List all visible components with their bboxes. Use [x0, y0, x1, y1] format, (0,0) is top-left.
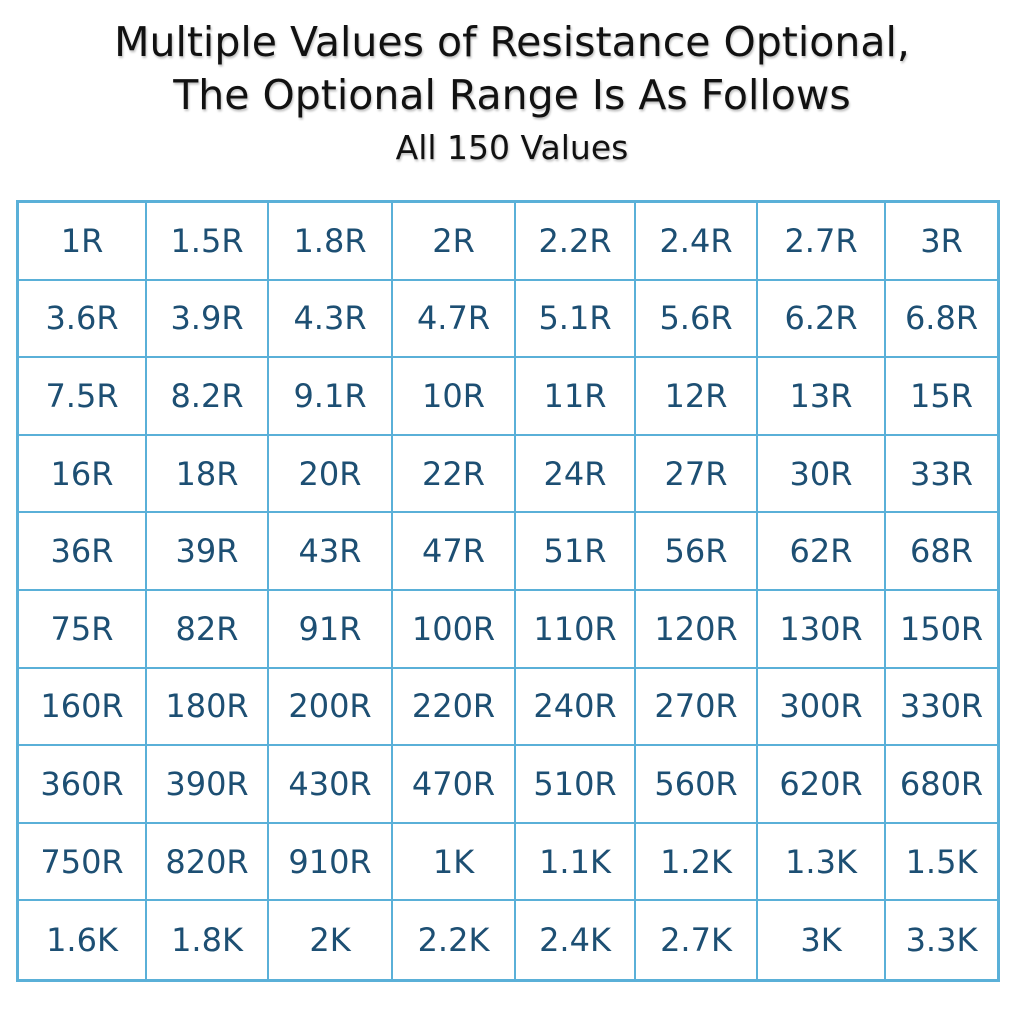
table-cell: 240R [516, 668, 636, 747]
table-cell: 470R [393, 746, 516, 824]
table-cell: 1.3K [758, 823, 886, 902]
table-cell: 8.2R [147, 358, 269, 436]
table-cell: 560R [636, 746, 758, 824]
table-cell: 47R [393, 513, 516, 591]
table-cell: 20R [269, 435, 393, 514]
table-cell: 200R [269, 668, 393, 747]
table-cell: 2R [393, 203, 516, 281]
table-cell: 2.4R [636, 203, 758, 281]
table-cell: 1.1K [516, 823, 636, 902]
table-cell: 2.7K [636, 901, 758, 979]
table-cell: 300R [758, 668, 886, 747]
table-cell: 2.2R [516, 203, 636, 281]
table-cell: 1.6K [19, 901, 147, 979]
table-cell: 510R [516, 746, 636, 824]
table-cell: 68R [886, 513, 997, 591]
table-cell: 18R [147, 435, 269, 514]
table-cell: 680R [886, 746, 997, 824]
table-cell: 10R [393, 358, 516, 436]
table-cell: 390R [147, 746, 269, 824]
table-cell: 1K [393, 823, 516, 902]
table-cell: 91R [269, 590, 393, 669]
table-cell: 39R [147, 513, 269, 591]
title-line-2: The Optional Range Is As Follows [173, 71, 851, 119]
table-cell: 330R [886, 669, 997, 747]
table-cell: 130R [758, 590, 886, 669]
table-cell: 33R [886, 436, 997, 514]
table-cell: 16R [19, 435, 147, 514]
table-cell: 430R [269, 746, 393, 824]
table-cell: 1R [19, 203, 147, 281]
table-cell: 120R [636, 590, 758, 669]
table-cell: 3K [758, 901, 886, 979]
table-cell: 2.4K [516, 901, 636, 979]
table-cell: 2K [269, 901, 393, 979]
table-cell: 62R [758, 513, 886, 591]
table-cell: 27R [636, 435, 758, 514]
table-cell: 220R [393, 668, 516, 747]
table-cell: 43R [269, 513, 393, 591]
table-cell: 820R [147, 823, 269, 902]
table-cell: 12R [636, 358, 758, 436]
table-cell: 750R [19, 823, 147, 902]
table-cell: 7.5R [19, 358, 147, 436]
table-cell: 1.5K [886, 824, 997, 902]
table-cell: 620R [758, 746, 886, 824]
table-cell: 6.2R [758, 280, 886, 359]
table-cell: 3.6R [19, 280, 147, 359]
table-cell: 82R [147, 590, 269, 669]
table-cell: 1.2K [636, 823, 758, 902]
table-cell: 1.8R [269, 203, 393, 281]
table-cell: 24R [516, 435, 636, 514]
table-cell: 75R [19, 590, 147, 669]
table-cell: 150R [886, 591, 997, 669]
table-cell: 160R [19, 668, 147, 747]
table-cell: 180R [147, 668, 269, 747]
table-cell: 2.7R [758, 203, 886, 281]
table-cell: 270R [636, 668, 758, 747]
table-cell: 2.2K [393, 901, 516, 979]
table-cell: 5.1R [516, 280, 636, 359]
table-cell: 3R [886, 203, 997, 281]
table-cell: 360R [19, 746, 147, 824]
table-cell: 51R [516, 513, 636, 591]
table-cell: 110R [516, 590, 636, 669]
table-cell: 100R [393, 590, 516, 669]
table-cell: 11R [516, 358, 636, 436]
table-cell: 15R [886, 358, 997, 436]
table-cell: 13R [758, 358, 886, 436]
table-cell: 36R [19, 513, 147, 591]
table-cell: 30R [758, 435, 886, 514]
table-cell: 1.5R [147, 203, 269, 281]
table-cell: 22R [393, 435, 516, 514]
table-cell: 3.9R [147, 280, 269, 359]
table-cell: 3.3K [905, 921, 978, 960]
resistance-values-table: 1R 1.5R 1.8R 2R 2.2R 2.4R 2.7R 3R 3.6R 3.9R 4.3R 4.… [16, 200, 1000, 982]
table-cell: 4.7R [393, 280, 516, 359]
table-cell: 6.8R [886, 281, 997, 359]
table-cell: 1.8K [147, 901, 269, 979]
subtitle: All 150 Values [395, 128, 629, 167]
table-cell: 9.1R [269, 358, 393, 436]
table-cell: 5.6R [636, 280, 758, 359]
table-cell: 910R [269, 823, 393, 902]
table-cell: 56R [636, 513, 758, 591]
table-cell: 4.3R [269, 280, 393, 359]
title-line-1: Multiple Values of Resistance Optional, [114, 18, 910, 66]
